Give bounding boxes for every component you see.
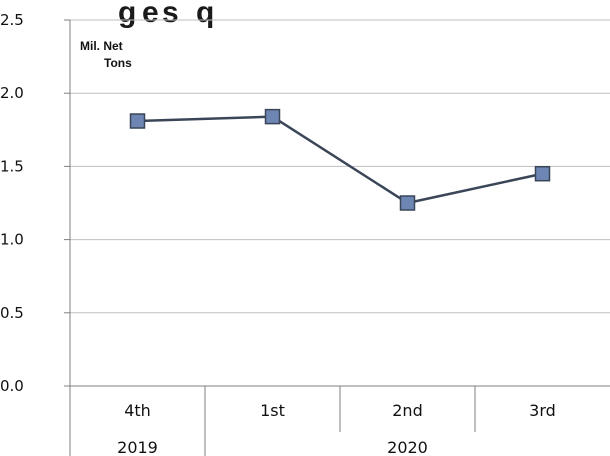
category-label: 1st bbox=[260, 401, 285, 420]
data-point-marker bbox=[264, 108, 281, 125]
y-tick-label: 1.0 bbox=[0, 231, 24, 249]
y-tick-label: 0.0 bbox=[0, 377, 24, 395]
category-label: 4th bbox=[124, 401, 151, 420]
year-group-label: 2020 bbox=[387, 438, 428, 456]
title-fragment: s bbox=[162, 0, 179, 29]
title-fragment: g bbox=[118, 0, 136, 29]
y-tick-label: 1.5 bbox=[0, 157, 24, 175]
y-tick-label: 0.5 bbox=[0, 304, 24, 322]
year-group-label: 2019 bbox=[117, 438, 158, 456]
y-tick-label: 2.0 bbox=[0, 84, 24, 102]
y-tick-labels: 0.0 0.5 1.0 1.5 2.0 2.5 bbox=[0, 11, 24, 395]
series-lines bbox=[137, 115, 543, 205]
data-point-marker bbox=[129, 113, 146, 129]
category-labels: 4th 1st 2nd 3rd bbox=[124, 401, 556, 420]
year-group-labels: 2019 2020 bbox=[117, 438, 428, 456]
data-markers bbox=[129, 108, 551, 211]
axes bbox=[64, 19, 610, 456]
unit-label-line1: Mil. Net bbox=[80, 39, 123, 53]
gridlines bbox=[70, 19, 610, 314]
data-point-marker bbox=[399, 195, 416, 211]
title-fragment: q bbox=[196, 0, 214, 29]
category-label: 3rd bbox=[529, 401, 556, 420]
series-line bbox=[137, 115, 543, 205]
y-tick-label: 2.5 bbox=[0, 11, 24, 29]
unit-label-line2: Tons bbox=[104, 56, 132, 70]
category-label: 2nd bbox=[392, 401, 422, 420]
title-fragment: e bbox=[142, 0, 159, 29]
data-point-marker bbox=[534, 165, 551, 182]
